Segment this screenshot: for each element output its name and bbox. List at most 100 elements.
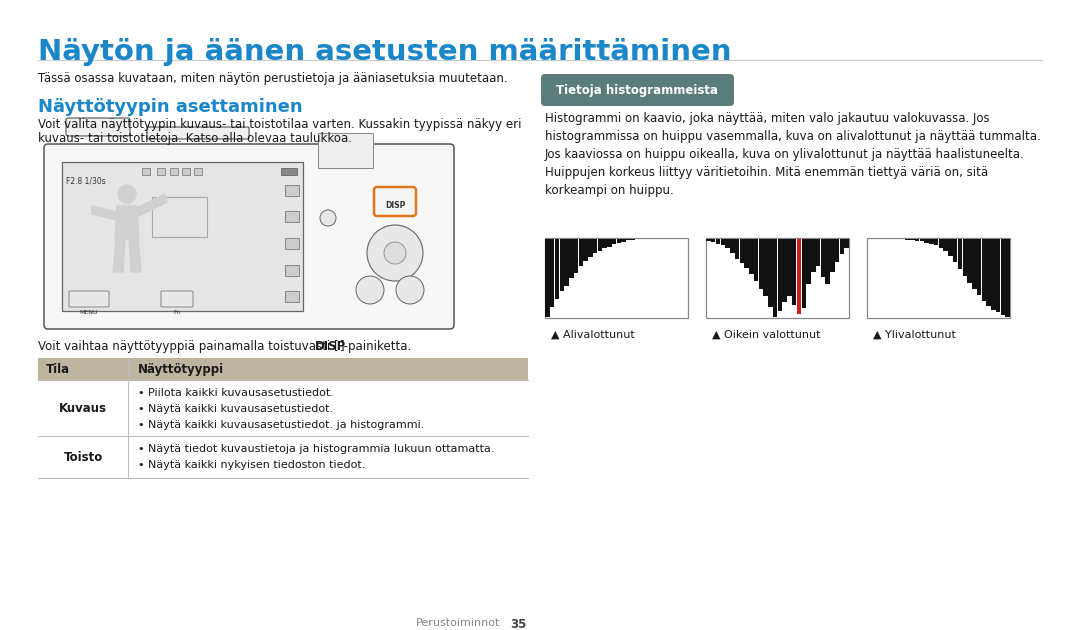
FancyBboxPatch shape [69,291,109,307]
Bar [152,197,207,237]
Bar [545,239,550,317]
FancyBboxPatch shape [66,118,130,136]
Bar [550,239,554,307]
Bar [631,239,635,240]
Bar [1005,239,1010,317]
Text: Tila: Tila [46,363,70,376]
FancyBboxPatch shape [44,144,454,329]
Bar [934,239,939,245]
Bar [573,239,578,273]
Bar [38,436,528,478]
FancyBboxPatch shape [161,291,193,307]
Bar [968,239,972,283]
Text: • Näytä kaikki kuvausasetustiedot. ja histogrammi.: • Näytä kaikki kuvausasetustiedot. ja hi… [138,420,424,430]
Bar [612,239,617,244]
FancyBboxPatch shape [541,74,734,106]
Text: ▲ Ylivalottunut: ▲ Ylivalottunut [873,330,956,340]
Bar [815,239,821,266]
Bar [285,185,299,196]
Bar [726,239,730,248]
Text: kuvaus- tai toistotietoja. Katso alla olevaa taulukkoa.: kuvaus- tai toistotietoja. Katso alla ol… [38,132,352,145]
Text: Perustoiminnot: Perustoiminnot [416,618,500,628]
Bar [792,239,796,305]
Bar [982,239,986,301]
Text: • Näytä kaikki nykyisen tiedoston tiedot.: • Näytä kaikki nykyisen tiedoston tiedot… [138,460,365,470]
Bar [617,239,621,243]
Bar [706,239,711,241]
Text: Tietoja histogrammeista: Tietoja histogrammeista [556,84,718,97]
Text: ▲ Alivalottunut: ▲ Alivalottunut [551,330,635,340]
Bar [773,239,778,317]
Bar [867,238,1010,318]
Bar [285,238,299,249]
Bar [915,239,919,241]
Bar [583,239,588,261]
Circle shape [118,185,136,203]
Bar [607,239,611,247]
Text: Näyttötyyppi: Näyttötyyppi [138,363,225,376]
Bar [839,239,845,254]
Bar [318,133,373,168]
Bar [958,239,962,270]
Bar [589,239,593,257]
FancyBboxPatch shape [147,127,249,139]
Bar [953,239,958,262]
Bar [905,239,909,240]
Bar [545,238,688,318]
Bar [910,239,915,240]
Circle shape [367,225,423,281]
Bar [948,239,953,256]
Text: • Näytä tiedot kuvaustietoja ja histogrammia lukuun ottamatta.: • Näytä tiedot kuvaustietoja ja histogra… [138,444,495,454]
Bar [285,211,299,222]
Bar [141,168,150,175]
Bar [764,239,768,296]
Text: Näytön ja äänen asetusten määrittäminen: Näytön ja äänen asetusten määrittäminen [38,38,731,66]
Bar [821,239,825,277]
Bar [734,239,740,258]
Text: Näyttötyypin asettaminen: Näyttötyypin asettaminen [38,98,302,116]
Bar [787,239,792,296]
Bar [194,168,202,175]
Bar [730,239,734,253]
Text: DISP: DISP [384,202,405,210]
Bar [758,239,764,289]
Bar [972,239,976,289]
Text: F2.8 1/30s: F2.8 1/30s [66,176,106,185]
Polygon shape [137,194,167,216]
Bar [991,239,996,310]
Bar [835,239,839,261]
Circle shape [356,276,384,304]
Bar [783,239,787,302]
Bar [706,238,849,318]
Bar [845,239,849,248]
Bar [807,239,811,284]
Text: ▲ Oikein valottunut: ▲ Oikein valottunut [712,330,821,340]
Bar [559,239,564,291]
Bar [1001,239,1005,314]
Text: 35: 35 [510,618,526,630]
Bar [38,380,528,436]
Text: • Piilota kaikki kuvausasetustiedot.: • Piilota kaikki kuvausasetustiedot. [138,388,334,398]
Bar [183,168,190,175]
Bar [924,239,929,243]
Circle shape [320,210,336,226]
Text: • Näytä kaikki kuvausasetustiedot.: • Näytä kaikki kuvausasetustiedot. [138,404,333,414]
Bar [778,239,782,311]
Bar [976,239,982,295]
Bar [811,239,815,272]
Bar [593,239,597,253]
Bar [996,239,1000,312]
Bar [281,168,297,175]
Bar [157,168,165,175]
Text: Fn: Fn [173,311,180,316]
Polygon shape [92,206,117,220]
Bar [579,239,583,266]
Bar [831,239,835,272]
Bar [929,239,933,244]
Text: Toisto: Toisto [64,451,103,464]
Bar [750,239,754,273]
Bar [711,239,715,242]
Bar [716,239,720,244]
Bar [62,162,303,311]
Polygon shape [114,206,139,239]
